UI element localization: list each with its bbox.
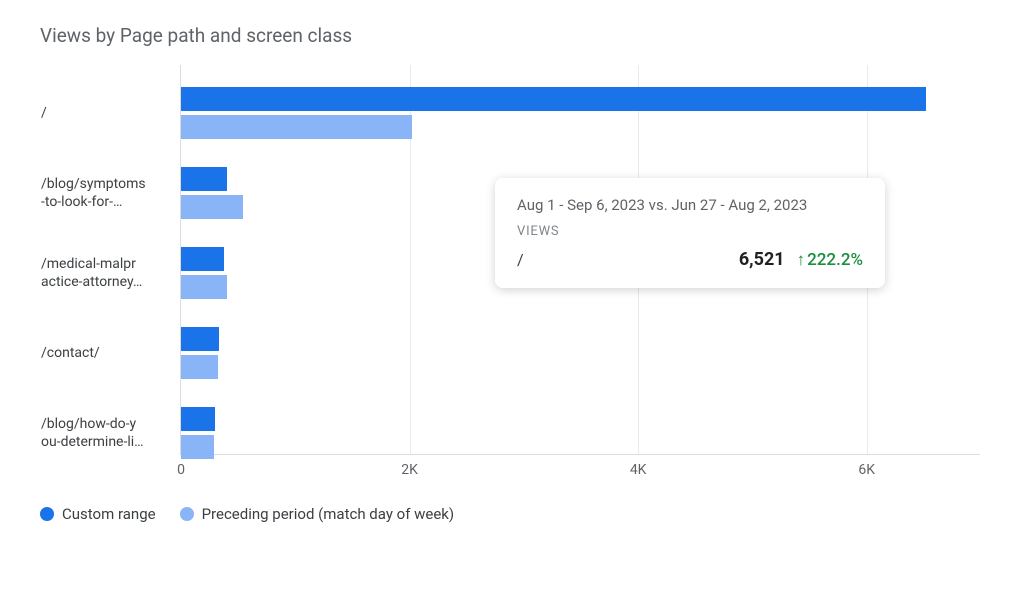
ylabel: /contact/ — [41, 344, 181, 362]
bar-current[interactable] — [181, 247, 224, 271]
xtick-label: 0 — [177, 462, 185, 478]
bar-current[interactable] — [181, 87, 926, 111]
arrow-up-icon: ↑ — [797, 250, 806, 270]
bar-group[interactable]: /contact/ — [181, 327, 980, 379]
tooltip-row: / 6,521 ↑ 222.2% — [517, 249, 863, 270]
ylabel: / — [41, 104, 181, 122]
bar-previous[interactable] — [181, 115, 412, 139]
ylabel: /blog/how-do-you-determine-li… — [41, 415, 181, 451]
bar-current[interactable] — [181, 327, 219, 351]
bar-previous[interactable] — [181, 275, 227, 299]
tooltip-value: 6,521 — [739, 249, 785, 270]
tooltip-daterange: Aug 1 - Sep 6, 2023 vs. Jun 27 - Aug 2, … — [517, 196, 863, 214]
tooltip-path: / — [517, 250, 727, 269]
legend-item-previous[interactable]: Preceding period (match day of week) — [180, 505, 455, 523]
bar-previous[interactable] — [181, 355, 218, 379]
xtick-label: 2K — [401, 462, 418, 478]
chart-title: Views by Page path and screen class — [40, 24, 992, 47]
ylabel: /medical-malpractice-attorney… — [41, 255, 181, 291]
bar-current[interactable] — [181, 407, 215, 431]
bar-group[interactable]: /blog/how-do-you-determine-li… — [181, 407, 980, 459]
tooltip-metric-label: VIEWS — [517, 224, 863, 239]
bar-previous[interactable] — [181, 435, 214, 459]
legend-item-current[interactable]: Custom range — [40, 505, 156, 523]
legend-label-current: Custom range — [62, 505, 156, 523]
tooltip-change: ↑ 222.2% — [797, 250, 863, 270]
legend-label-previous: Preceding period (match day of week) — [202, 505, 455, 523]
legend: Custom range Preceding period (match day… — [40, 505, 992, 523]
legend-swatch-current — [40, 507, 54, 521]
bar-current[interactable] — [181, 167, 227, 191]
tooltip: Aug 1 - Sep 6, 2023 vs. Jun 27 - Aug 2, … — [495, 178, 885, 288]
legend-swatch-previous — [180, 507, 194, 521]
xtick-label: 6K — [858, 462, 875, 478]
bar-previous[interactable] — [181, 195, 243, 219]
bar-group[interactable]: / — [181, 87, 980, 139]
ylabel: /blog/symptoms-to-look-for-… — [41, 175, 181, 211]
tooltip-change-pct: 222.2% — [807, 250, 863, 270]
xtick-label: 4K — [630, 462, 647, 478]
